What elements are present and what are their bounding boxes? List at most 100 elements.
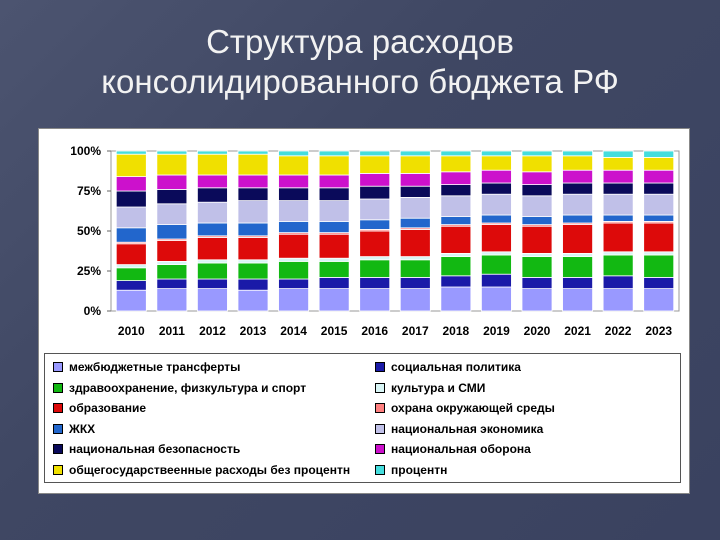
bar-segment [318,233,350,259]
bar-segment [156,224,188,240]
bar-segment [115,280,147,291]
x-tick-label: 2017 [402,324,429,338]
bar-segment [156,174,188,190]
legend-item: национальная экономика [375,420,543,438]
legend-label: национальная экономика [391,421,544,436]
bar-segment [440,225,472,254]
bar-segment [602,169,634,184]
bar-segment [643,251,675,256]
bar-segment [602,275,634,290]
bar-segment [521,195,553,218]
bar-segment [399,288,431,312]
chart-legend: межбюджетные трансферты социальная полити… [44,353,681,483]
legend-swatch [53,362,63,372]
x-tick-label: 2010 [118,324,145,338]
bar-segment [399,256,431,261]
bar-segment [318,155,350,176]
legend-swatch [375,382,385,393]
bar-segment [521,171,553,185]
bar-segment [562,253,593,258]
bar-segment [602,288,634,312]
x-tick-label: 2013 [240,324,267,338]
bar-segment [643,169,675,184]
bar-segment [278,221,309,234]
bar-segment [115,153,147,178]
slide-title-line2: консолидированного бюджета РФ [101,63,619,100]
bar-segment [440,253,472,258]
bar-segment [562,288,593,312]
bar-segment [440,150,472,157]
legend-item: охрана окружающей среды [375,399,555,417]
bar-segment [278,233,309,259]
bar-segment [197,174,228,189]
bar-segment [481,286,512,312]
bar-segment [359,150,391,157]
bar-segment [440,195,472,218]
legend-item: социальная политика [375,358,521,376]
bar-segment [115,264,147,269]
legend-item: общегосударствеенные расходы без процент… [53,461,350,479]
bar-segment [237,278,269,291]
bar-segment [481,182,512,195]
bar-segment [156,278,188,289]
bar-segment [643,254,675,278]
bar-segment [197,288,228,312]
bar-segment [237,222,269,237]
legend-item: ЖКХ [53,420,95,438]
bar-segment [562,182,593,195]
bar-segment [237,200,269,224]
bar-segment [359,173,391,187]
legend-item: процентн [375,461,447,479]
legend-swatch [375,464,385,475]
legend-swatch [375,423,385,434]
bar-segment [318,276,350,289]
bar-segment [237,174,269,189]
bar-segment [399,276,431,289]
bar-segment [602,182,634,195]
bar-segment [318,174,350,189]
y-tick-label: 25% [77,264,101,278]
legend-label: социальная политика [391,360,521,374]
bar-segment [237,289,269,312]
legend-label: ЖКХ [69,421,96,436]
bar-segment [197,278,228,289]
bar-segment [197,150,228,155]
bar-segment [521,276,553,289]
bar-segment [562,193,593,216]
bar-segment [521,155,553,173]
bar-segment [156,264,188,280]
bar-segment [440,275,472,288]
legend-item: здравоохранение, физкультура и спорт [53,379,306,397]
slide-title-line1: Структура расходов [206,23,514,60]
bar-segment [562,169,593,184]
y-tick-label: 50% [77,224,101,238]
legend-item: межбюджетные трансферты [53,358,240,376]
bar-segment [156,153,188,176]
stacked-bar-chart: 0% 25% 50% 75% 100% 2010 2011 2012 2013 2014 2015 2… [70,144,680,338]
legend-item: образование [53,399,146,417]
bar-segment [481,214,512,224]
bar-segment [237,259,269,264]
bar-segment [562,155,593,171]
y-tick-label: 100% [70,144,101,158]
legend-swatch [53,444,63,454]
legend-label: охрана окружающей среды [391,401,555,415]
bar-segment [318,288,350,312]
bar-segment [115,227,147,243]
bar-segment [399,217,431,229]
chart-panel: 0% 25% 50% 75% 100% 2010 2011 2012 2013 2014 2015 2… [38,128,690,494]
bar-segment [359,256,391,261]
bar-segment [643,276,675,289]
bar-segment [481,251,512,256]
bar-segment [197,259,228,264]
bar-segment [399,173,431,187]
legend-swatch [53,382,63,393]
legend-label: образование [69,401,147,415]
bar-segment [359,230,391,258]
legend-label: здравоохранение, физкультура и спорт [69,380,307,395]
bar-segment [115,190,147,208]
plot-area [110,150,680,312]
bar-segment [399,155,431,174]
bar-segment [399,197,431,219]
x-tick-label: 2014 [280,324,307,338]
